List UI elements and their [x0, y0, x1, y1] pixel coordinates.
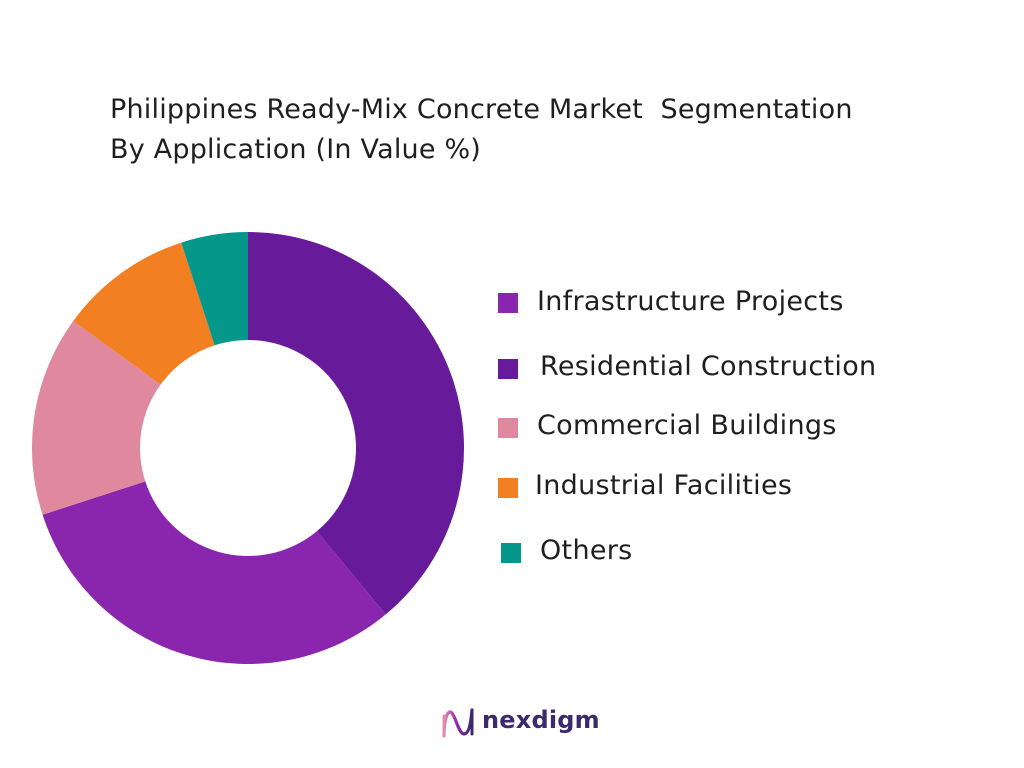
nexdigm-logo: nexdigm [438, 704, 600, 744]
legend-label: Infrastructure Projects [537, 286, 844, 317]
slice-industrial-facilities [73, 242, 215, 385]
legend-label: Industrial Facilities [535, 470, 793, 501]
legend-swatch [498, 359, 518, 379]
nexdigm-logo-icon [442, 708, 474, 738]
donut-slices [31, 232, 464, 664]
legend-label: Residential Construction [540, 351, 877, 382]
legend-swatch [498, 293, 518, 313]
legend-label: Others [540, 535, 633, 566]
slice-commercial-buildings [31, 321, 161, 515]
legend-label: Commercial Buildings [537, 410, 837, 441]
legend-swatch [498, 478, 518, 498]
slice-residential-construction [248, 232, 464, 615]
legend-swatch [501, 543, 521, 563]
brand-name: nexdigm [482, 706, 600, 734]
slice-others [181, 232, 248, 346]
legend-swatch [498, 418, 518, 438]
chart-title: Philippines Ready-Mix Concrete Market Se… [110, 94, 853, 165]
slice-infrastructure-projects [42, 481, 386, 664]
